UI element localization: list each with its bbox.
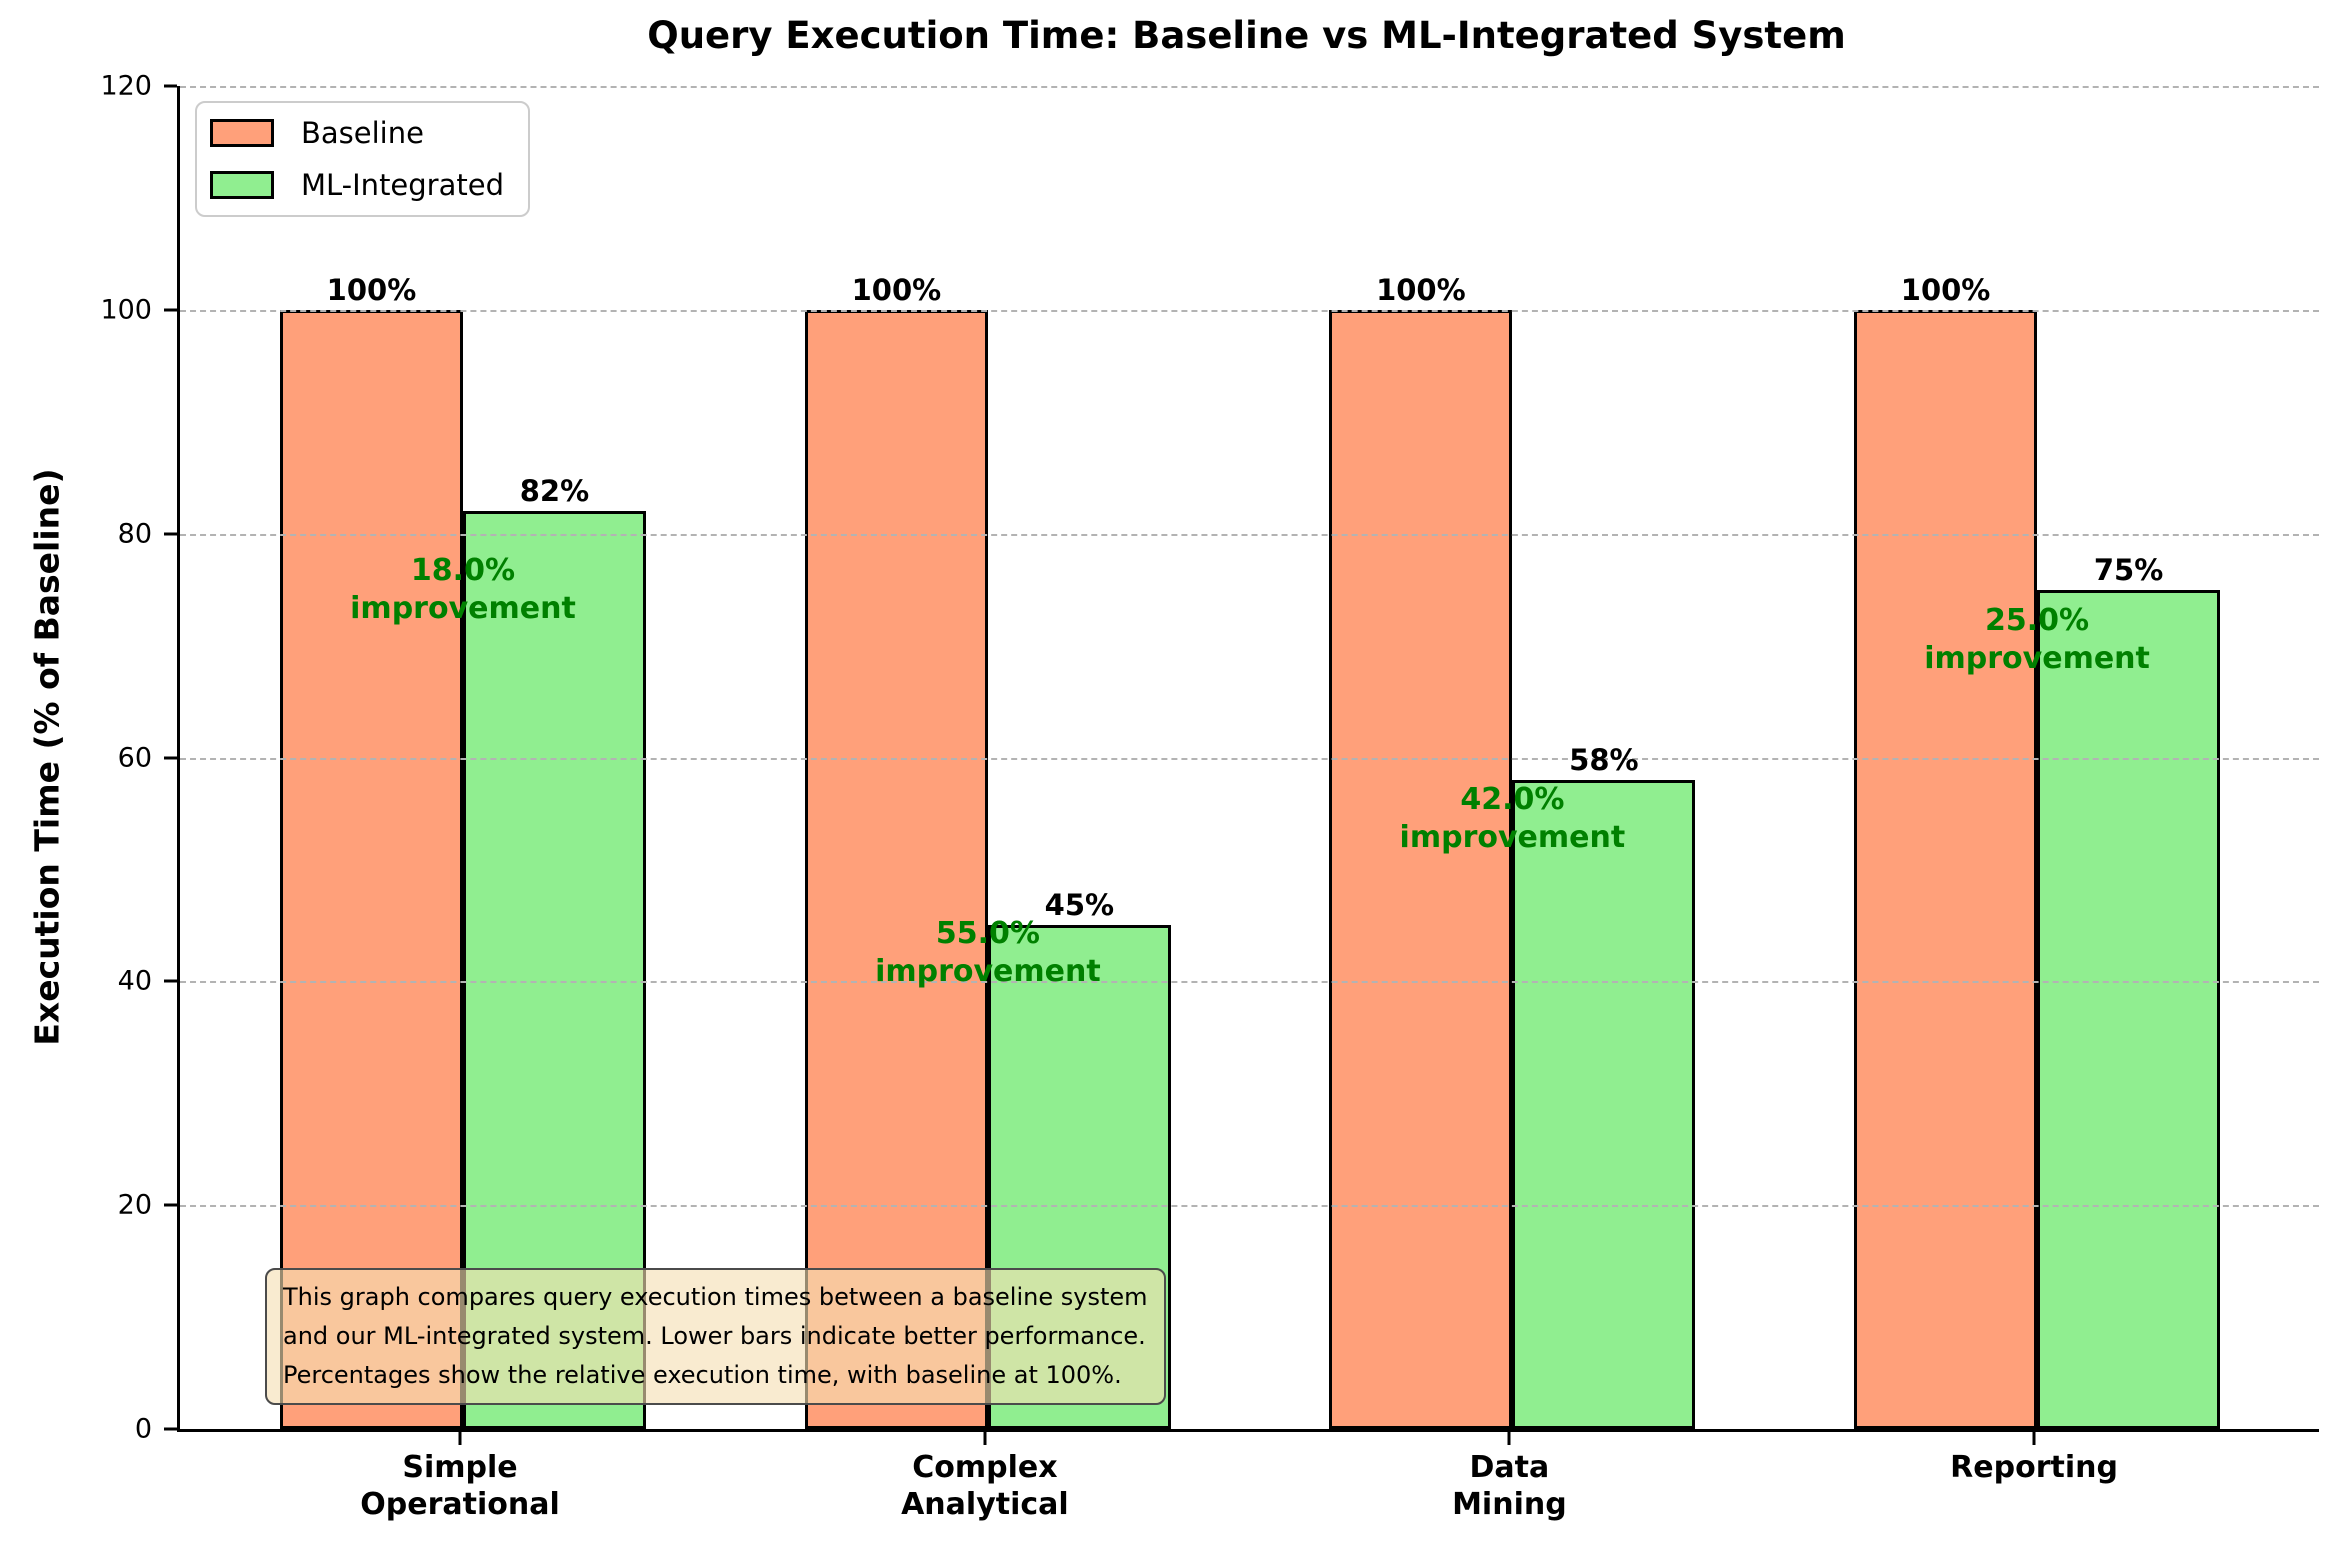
ytick-120: 120 — [100, 70, 152, 102]
bar-value-label: 100% — [1900, 272, 1991, 307]
ytick-100: 100 — [100, 294, 152, 326]
bar-value-label: 100% — [326, 272, 417, 307]
baseline-swatch-icon — [210, 119, 274, 147]
x-axis-ticks — [177, 1429, 2316, 1445]
improvement-annotation: 25.0% improvement — [1924, 603, 2150, 676]
ytick-0: 0 — [134, 1413, 152, 1445]
gridline-40 — [180, 981, 2319, 984]
bar-value-label: 45% — [1044, 888, 1115, 923]
gridline-60 — [180, 757, 2319, 760]
ytick-80: 80 — [117, 518, 152, 550]
bar-ml-integrated: 58% — [1512, 743, 1696, 1429]
chart-title: Query Execution Time: Baseline vs ML-Int… — [647, 14, 1846, 57]
ytick-20: 20 — [117, 1189, 152, 1221]
legend-row-ml-integrated: ML-Integrated — [210, 168, 504, 202]
bar-baseline: 100% — [279, 273, 463, 1429]
bar-ml-integrated: 75% — [2037, 553, 2221, 1429]
legend-row-baseline: Baseline — [210, 116, 504, 150]
category-complex-analytical: Complex Analytical — [901, 1450, 1069, 1522]
bar-group-data-mining: 100% 58% 42.0% improvement — [1329, 86, 1696, 1429]
improvement-annotation: 42.0% improvement — [1399, 782, 1626, 856]
category-data-mining: Data Mining — [1452, 1450, 1567, 1522]
ytick-60: 60 — [117, 742, 152, 773]
bar-value-label: 100% — [851, 272, 942, 307]
legend-label-ml-integrated: ML-Integrated — [301, 168, 504, 202]
bar-baseline: 100% — [804, 273, 988, 1429]
legend: Baseline ML-Integrated — [195, 101, 530, 217]
gridline-20 — [180, 1205, 2319, 1208]
plot-area: 100% 82% 18.0% improvement 100% 45% 55.0… — [177, 86, 2319, 1432]
x-axis-tick-labels: Simple Operational Complex Analytical Da… — [177, 1449, 2316, 1539]
bar-value-label: 75% — [2093, 552, 2164, 587]
improvement-annotation: 55.0% improvement — [875, 916, 1101, 990]
y-axis-tick-labels: 120 100 80 60 40 20 0 — [40, 71, 152, 1445]
bar-baseline: 100% — [1854, 273, 2038, 1429]
bar-group-reporting: 100% 75% 25.0% improvement — [1854, 86, 2221, 1429]
bar-value-label: 82% — [519, 474, 590, 509]
gridline-80 — [180, 533, 2319, 536]
ytick-40: 40 — [117, 965, 152, 997]
gridline-100 — [180, 309, 2319, 312]
improvement-annotation: 18.0% improvement — [350, 552, 576, 626]
bar-value-label: 100% — [1376, 272, 1466, 307]
description-annotation-box: This graph compares query execution time… — [265, 1268, 1166, 1405]
bar-baseline: 100% — [1329, 273, 1513, 1429]
bar-value-label: 58% — [1569, 742, 1639, 777]
category-reporting: Reporting — [1950, 1450, 2118, 1485]
legend-label-baseline: Baseline — [301, 116, 424, 150]
category-simple-operational: Simple Operational — [360, 1450, 560, 1522]
y-axis-ticks — [164, 84, 177, 1431]
gridline-120 — [180, 86, 2319, 88]
ml-integrated-swatch-icon — [210, 171, 274, 199]
